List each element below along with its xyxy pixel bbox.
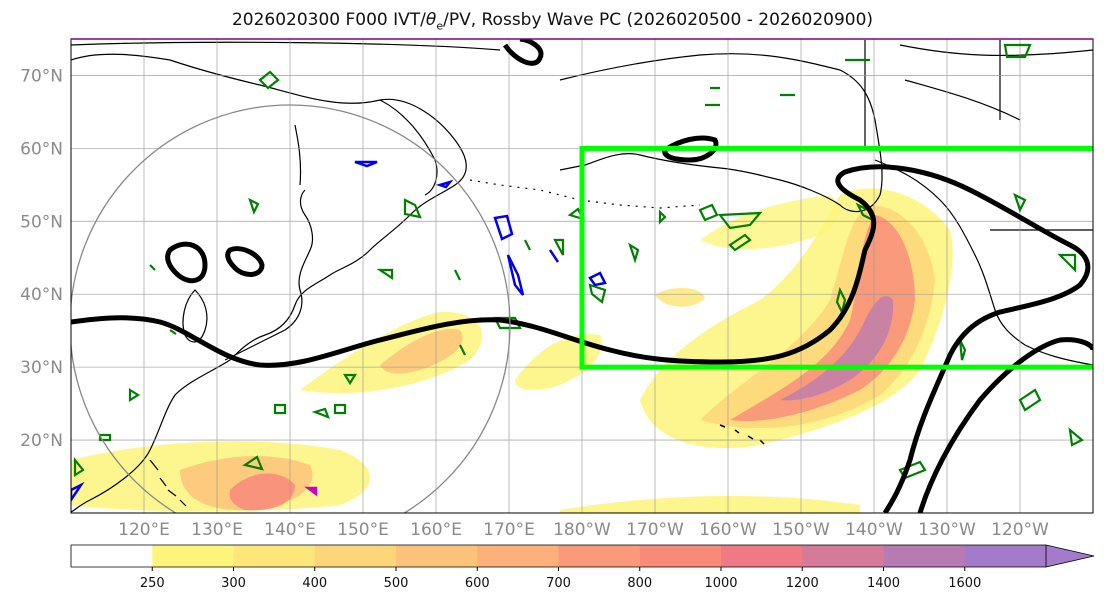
colorbar-segment [71, 545, 153, 567]
rossby-radius-circle [71, 104, 511, 513]
theta-e-contours [73, 43, 1084, 480]
ivt-south-band [560, 495, 860, 513]
ivt-river-east-core [780, 296, 894, 401]
lon-label: 160°W [699, 520, 757, 540]
lon-label: 140°W [845, 520, 903, 540]
lat-label: 20°N [20, 431, 63, 451]
colorbar-segment [152, 545, 234, 567]
colorbar-tick-label: 1400 [867, 576, 900, 591]
colorbar-segment [314, 545, 397, 567]
pv-main-wave [71, 164, 1091, 513]
pv-cutoff-2 [225, 246, 265, 277]
lon-label: 130°E [191, 520, 243, 540]
lon-label: 120°W [991, 520, 1049, 540]
lon-label: 170°E [483, 520, 535, 540]
lat-label: 60°N [20, 139, 63, 159]
ivt-branch-north [700, 195, 839, 250]
gridlines [71, 39, 1093, 513]
colorbar-tick-label: 300 [221, 576, 246, 591]
colorbar-segment [233, 545, 316, 567]
colorbar-tick-label: 700 [546, 576, 571, 591]
coastlines [71, 40, 1093, 513]
colorbar-segment [883, 545, 966, 567]
lon-label: 180°W [553, 520, 611, 540]
ivt-blob-170w [655, 287, 705, 307]
colorbar-tick-label: 500 [384, 576, 409, 591]
ivt-tropical-core [229, 473, 295, 511]
colorbar-segment [639, 545, 722, 567]
colorbar-tick-label: 1000 [704, 576, 737, 591]
colorbar-segment [802, 545, 884, 567]
longitude-labels: 120°E 130°E 140°E 150°E 160°E 170°E 180°W 170°W… [118, 520, 1049, 540]
colorbar-segment [477, 545, 559, 567]
lon-label: 140°E [264, 520, 316, 540]
colorbar-segment [721, 545, 803, 567]
lon-label: 120°E [118, 520, 170, 540]
pv-alaska [662, 135, 719, 163]
colorbar-tick-label: 400 [302, 576, 327, 591]
ivt-central-inner [380, 329, 463, 374]
colorbar-segment [396, 545, 478, 567]
latitude-labels: 70°N 60°N 50°N 40°N 30°N 20°N [20, 66, 63, 451]
lat-label: 40°N [20, 285, 63, 305]
pv-arctic-1 [502, 39, 544, 66]
colorbar-tick-label: 250 [140, 576, 165, 591]
colorbar-tick-label: 1600 [948, 576, 981, 591]
pv-cutoff-1 [165, 241, 208, 284]
lat-label: 30°N [20, 358, 63, 378]
pv-contours [71, 39, 1093, 513]
lon-label: 160°E [410, 520, 462, 540]
colorbar-tick-label: 600 [465, 576, 490, 591]
map-title: 2026020300 F000 IVT/θe/PV, Rossby Wave P… [231, 10, 874, 33]
lat-label: 50°N [20, 212, 63, 232]
rossby-wave-region-box [579, 145, 1093, 370]
colorbar-tick-label: 1200 [786, 576, 819, 591]
lon-label: 150°E [337, 520, 389, 540]
lon-label: 150°W [772, 520, 830, 540]
colorbar-extend-arrow [1045, 544, 1095, 568]
colorbar-segment [558, 545, 641, 567]
negative-contours [71, 160, 607, 503]
lat-label: 70°N [20, 66, 63, 86]
lon-label: 170°W [626, 520, 684, 540]
pv-east-trough [917, 337, 1093, 513]
lon-label: 130°W [918, 520, 976, 540]
colorbar-tick-label: 800 [627, 576, 652, 591]
colorbar-segment [964, 545, 1047, 567]
ivt-colorbar: 250 300 400 500 600 700 800 1000 1200 1400 1600 [70, 544, 1095, 591]
